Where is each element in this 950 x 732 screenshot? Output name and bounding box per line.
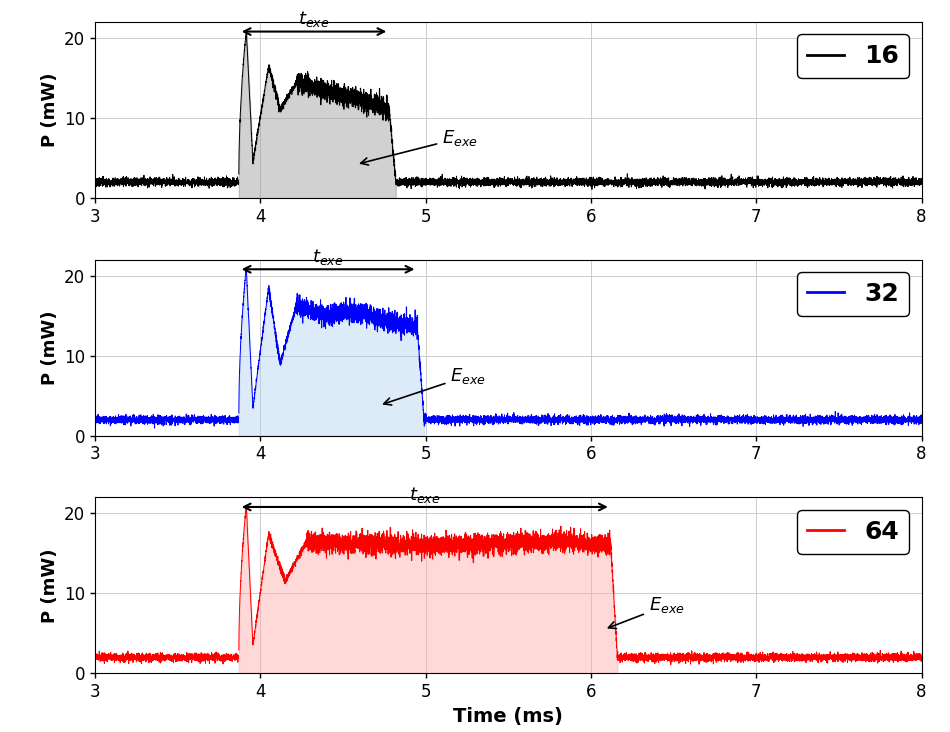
Text: $E_{exe}$: $E_{exe}$ [384,366,486,405]
Legend: 64: 64 [797,510,909,554]
X-axis label: Time (ms): Time (ms) [453,706,563,725]
Legend: 32: 32 [797,272,909,316]
Text: $t_{exe}$: $t_{exe}$ [313,247,344,267]
Y-axis label: P (mW): P (mW) [41,72,59,147]
Text: $t_{exe}$: $t_{exe}$ [409,485,441,504]
Y-axis label: P (mW): P (mW) [41,548,59,623]
Text: $t_{exe}$: $t_{exe}$ [298,10,330,29]
Legend: 16: 16 [797,34,909,78]
Text: $E_{exe}$: $E_{exe}$ [608,595,685,629]
Y-axis label: P (mW): P (mW) [41,310,59,385]
Text: $E_{exe}$: $E_{exe}$ [361,128,478,165]
